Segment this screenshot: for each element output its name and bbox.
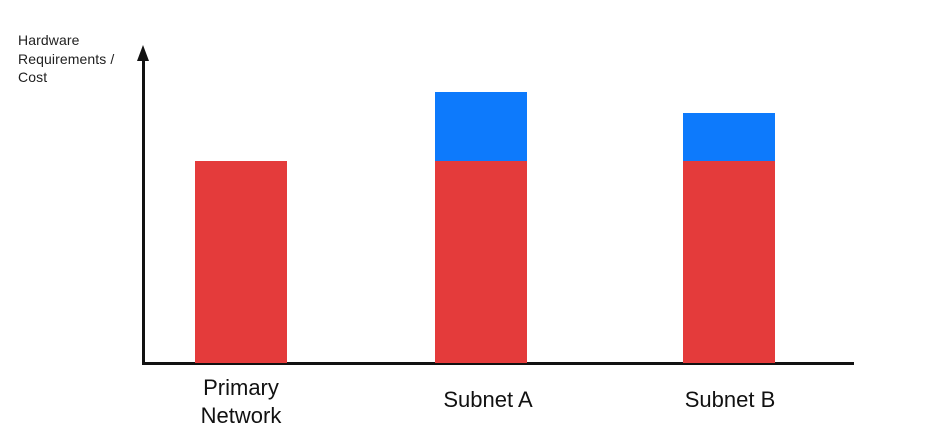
- blue-segment-additional-overhead: [435, 92, 527, 161]
- y-axis-title: Hardware Requirements / Cost: [18, 32, 115, 85]
- x-axis-label-subnet-a: Subnet A: [443, 387, 533, 412]
- red-segment-base-requirement: [195, 161, 287, 363]
- red-segment-base-requirement: [683, 161, 775, 363]
- blue-segment-additional-overhead: [683, 113, 775, 161]
- bar-primary-network: [195, 161, 287, 363]
- x-axis-label-subnet-b: Subnet B: [684, 387, 776, 412]
- bar-subnet-b: [683, 113, 775, 363]
- red-segment-base-requirement: [435, 161, 527, 363]
- y-axis-line: [137, 45, 149, 364]
- y-axis-arrowhead-icon: [137, 45, 149, 61]
- x-axis-label-primary-network: Primary Network: [200, 375, 282, 428]
- bar-subnet-a: [435, 92, 527, 363]
- x-axis-line: [142, 362, 854, 365]
